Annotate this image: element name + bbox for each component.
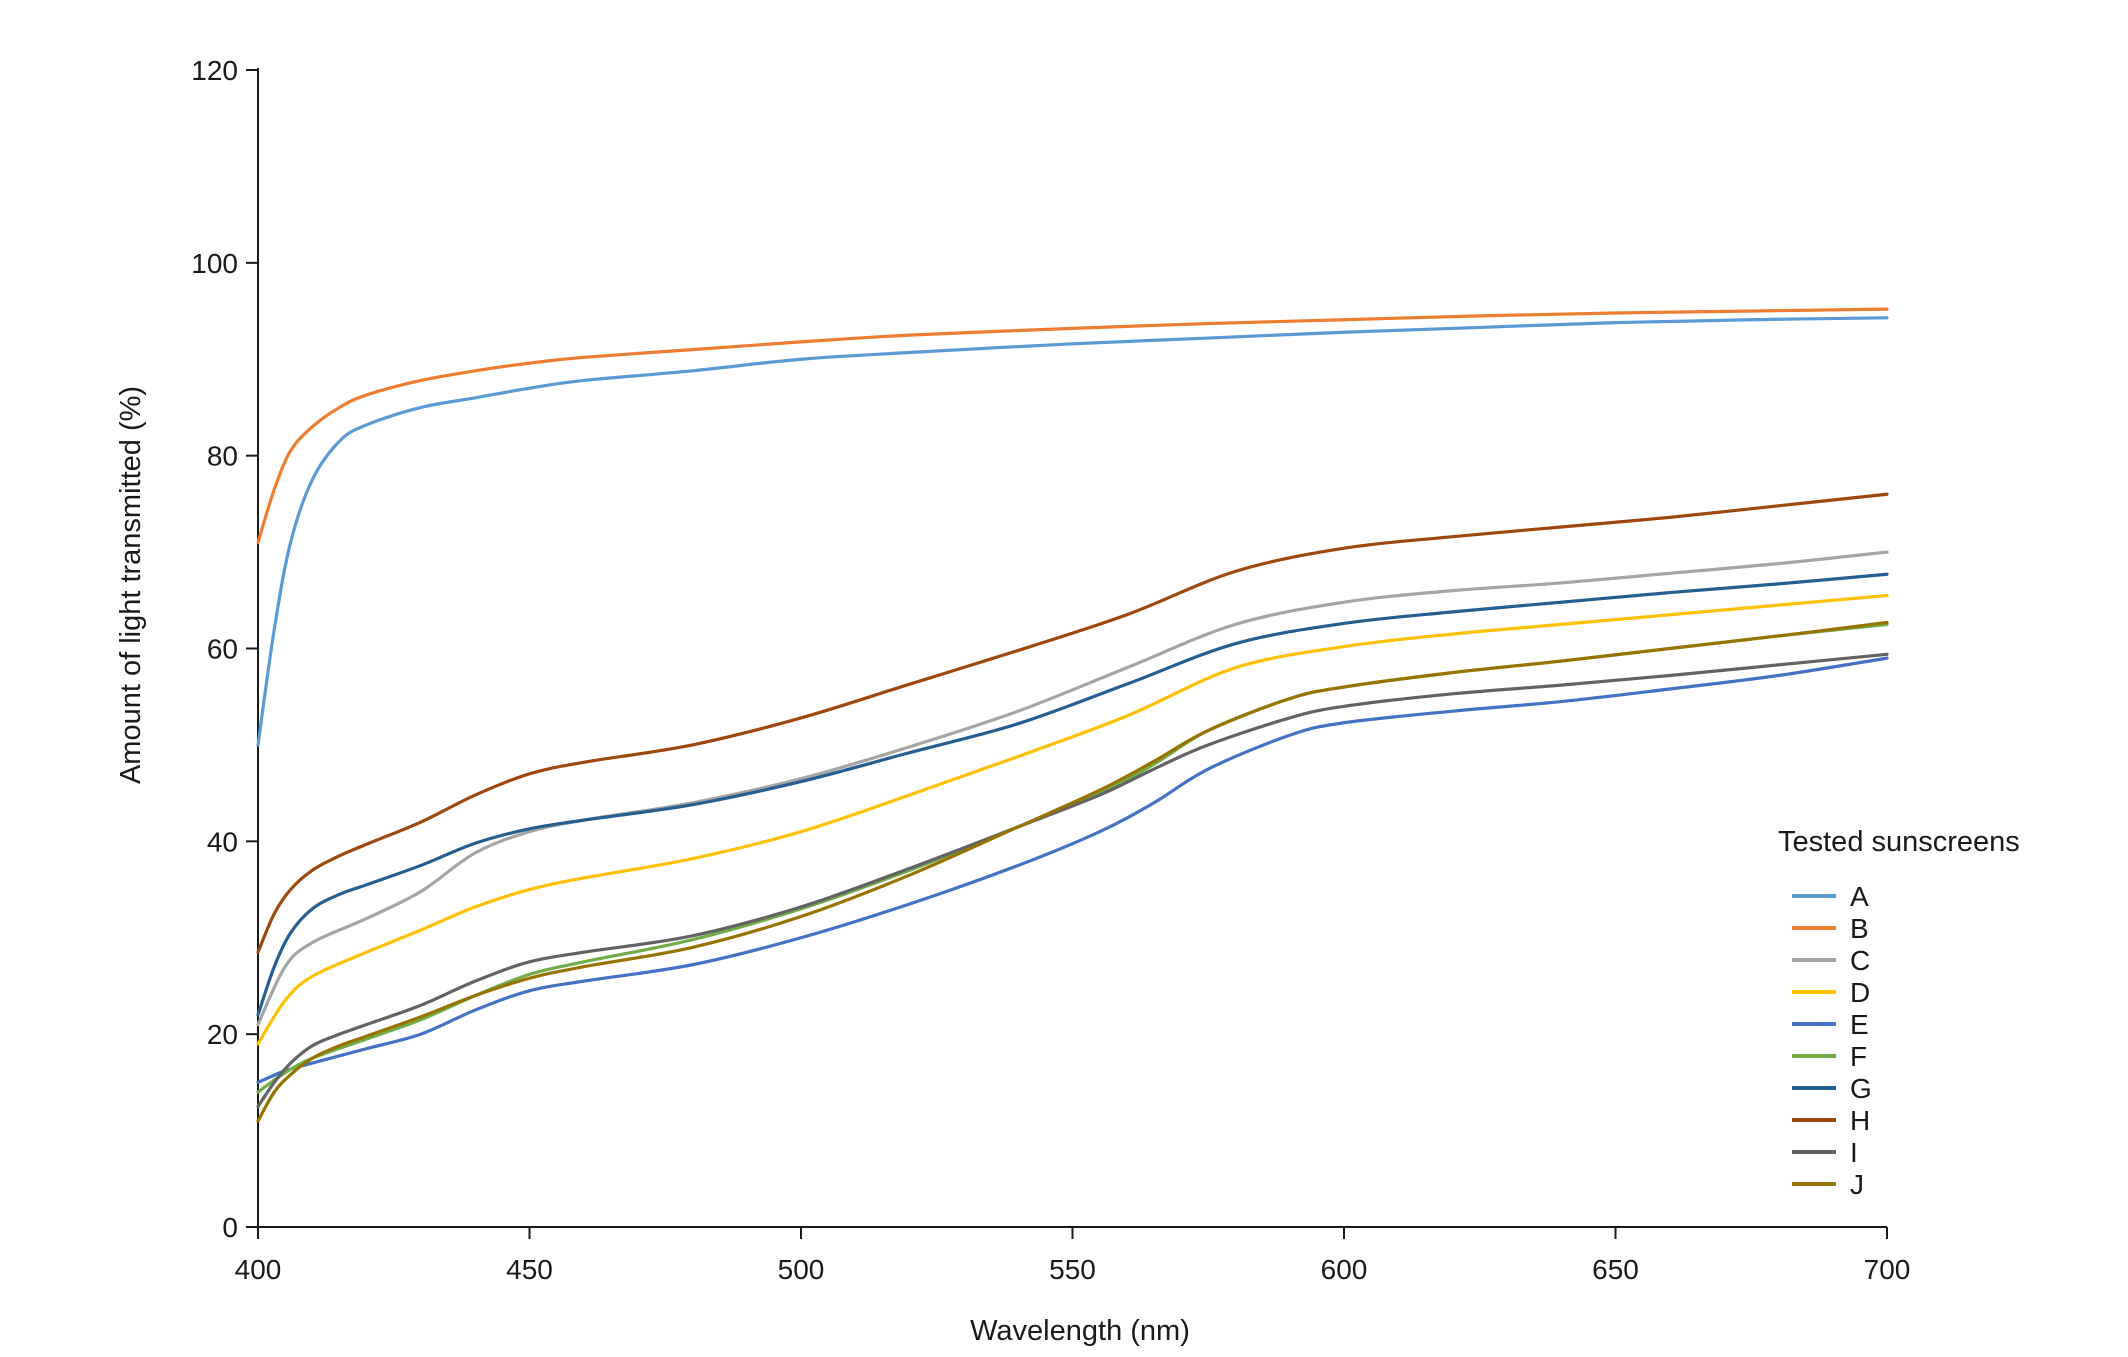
x-tick-label: 550 — [1049, 1254, 1096, 1285]
series-line-f — [256, 622, 1889, 1094]
y-tick-label: 40 — [207, 826, 238, 857]
legend-label-i: I — [1850, 1137, 1858, 1168]
axes: 0 20 40 60 80 100 120 400 450 500 550 600 650 700 — [191, 55, 1910, 1285]
series-line-a — [256, 316, 1889, 747]
x-tick-label: 600 — [1321, 1254, 1368, 1285]
x-tick-label: 400 — [235, 1254, 282, 1285]
legend-label-e: E — [1850, 1009, 1869, 1040]
y-axis-title: Amount of light transmitted (%) — [115, 386, 147, 784]
x-tick-label: 500 — [778, 1254, 825, 1285]
legend-title: Tested sunscreens — [1778, 826, 2020, 858]
legend-label-d: D — [1850, 977, 1870, 1008]
series-lines — [256, 307, 1889, 1123]
legend-label-j: J — [1850, 1169, 1864, 1200]
legend-label-c: C — [1850, 945, 1870, 976]
y-tick-label: 100 — [191, 248, 238, 279]
series-line-d — [256, 593, 1889, 1046]
y-tick-label: 120 — [191, 55, 238, 86]
legend-label-g: G — [1850, 1073, 1872, 1104]
series-line-g — [256, 572, 1889, 1017]
series-line-h — [256, 492, 1889, 954]
y-tick-label: 0 — [222, 1212, 238, 1243]
series-line-i — [256, 652, 1889, 1109]
y-tick-label: 80 — [207, 441, 238, 472]
legend-label-h: H — [1850, 1105, 1870, 1136]
legend-label-a: A — [1850, 881, 1869, 912]
x-axis-title: Wavelength (nm) — [970, 1315, 1190, 1347]
legend-label-f: F — [1850, 1041, 1867, 1072]
legend-label-b: B — [1850, 913, 1869, 944]
series-line-e — [256, 656, 1889, 1084]
x-tick-label: 450 — [506, 1254, 553, 1285]
x-tick-label: 650 — [1592, 1254, 1639, 1285]
y-tick-label: 20 — [207, 1019, 238, 1050]
series-line-j — [256, 620, 1889, 1123]
y-tick-label: 60 — [207, 634, 238, 665]
series-line-b — [256, 307, 1889, 545]
series-line-c — [256, 550, 1889, 1027]
x-tick-label: 700 — [1864, 1254, 1911, 1285]
